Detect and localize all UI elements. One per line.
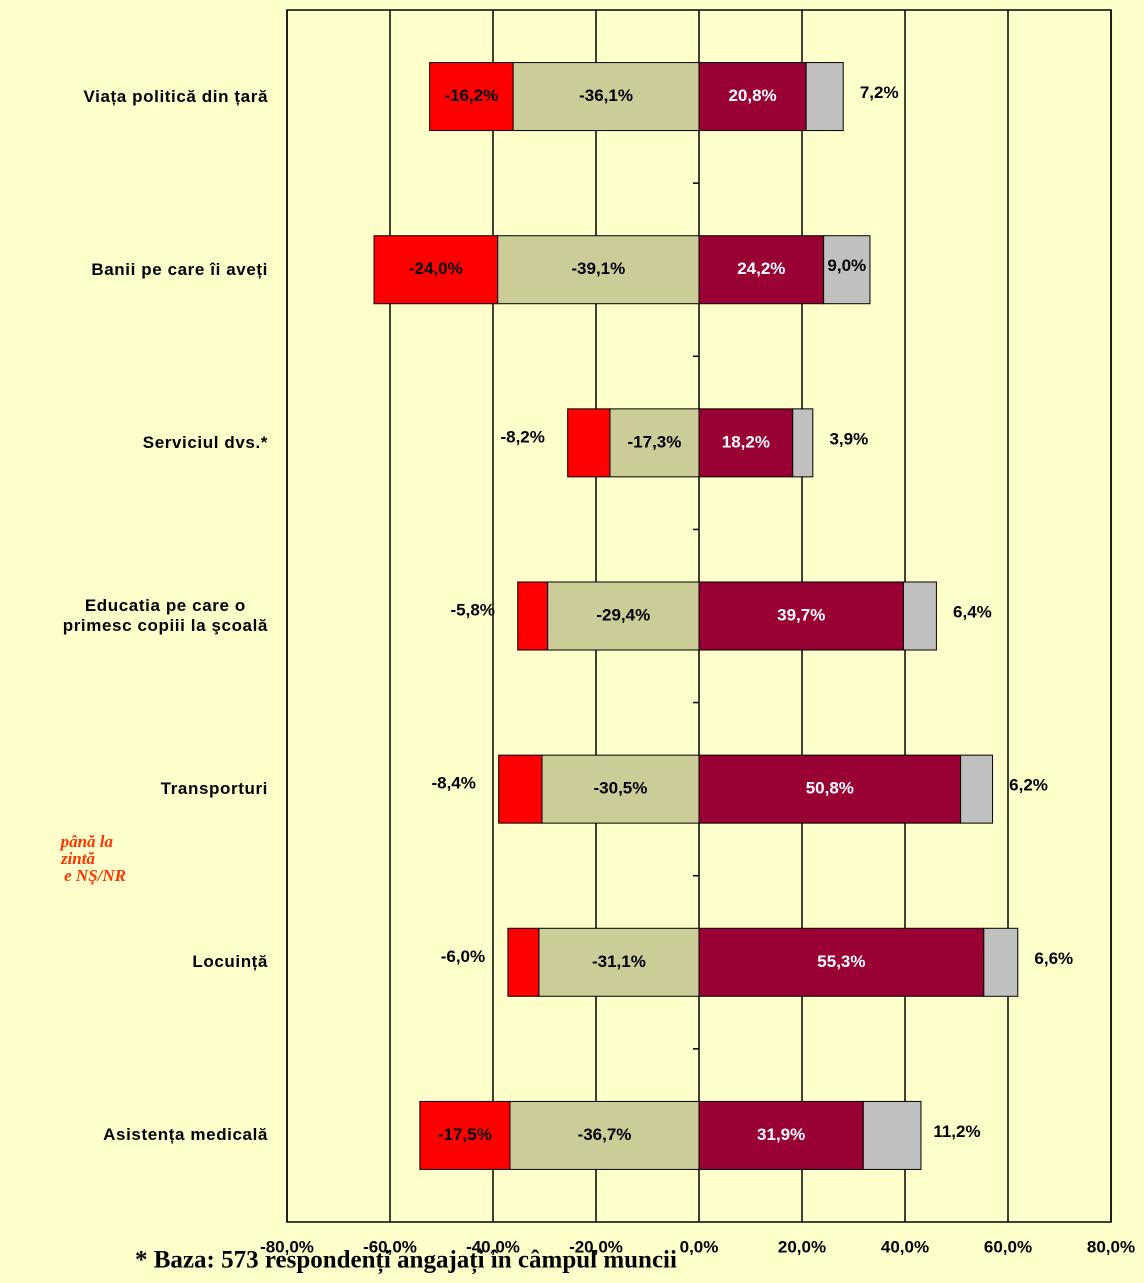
value-label: 31,9% (757, 1125, 805, 1144)
x-tick-label: -20,0% (569, 1237, 623, 1256)
value-label: 11,2% (933, 1122, 980, 1141)
bar-segment (541, 754, 700, 824)
bar-segment (507, 927, 540, 997)
bar-segment (547, 581, 700, 651)
x-tick-label: 20,0% (778, 1237, 826, 1256)
bar-segment (419, 1100, 511, 1170)
value-label: -16,2% (444, 86, 498, 105)
value-label: -5,8% (451, 600, 495, 619)
bar-segment (862, 1100, 922, 1170)
bar-segment (497, 235, 700, 305)
value-label: -17,3% (628, 432, 682, 451)
category-label: Educatia pe care o primesc copiii la şco… (62, 596, 268, 635)
value-label: -6,0% (441, 947, 485, 966)
bar-segment (960, 754, 994, 824)
value-label: -29,4% (596, 605, 650, 624)
category-label: Banii pe care îi aveți (91, 259, 268, 279)
category-label: Locuință (192, 952, 268, 972)
bar-segment (429, 62, 514, 132)
value-label: 6,6% (1034, 949, 1073, 968)
value-label: 3,9% (829, 429, 868, 448)
x-tick-label: -40,0% (466, 1237, 520, 1256)
value-label: -36,1% (579, 86, 633, 105)
value-label: 6,2% (1009, 776, 1048, 795)
value-label: 39,7% (777, 605, 825, 624)
bar-segment (792, 408, 814, 478)
category-label: Asistența medicală (103, 1125, 268, 1145)
bar-segment (373, 235, 499, 305)
bar-segment (698, 408, 794, 478)
x-tick-label: 40,0% (881, 1237, 929, 1256)
bar-segment (698, 754, 962, 824)
value-label: -39,1% (571, 259, 625, 278)
bar-segment (498, 754, 543, 824)
bar-segment (698, 1100, 864, 1170)
value-label: 18,2% (722, 432, 770, 451)
x-tick-label: -60,0% (363, 1237, 417, 1256)
value-label: -24,0% (409, 259, 463, 278)
bar-segment (567, 408, 611, 478)
bar-segment (823, 235, 871, 305)
value-label: -17,5% (438, 1125, 492, 1144)
x-tick-label: 60,0% (984, 1237, 1032, 1256)
bar-segment (698, 927, 985, 997)
bar-segment (509, 1100, 700, 1170)
value-label: 50,8% (806, 779, 854, 798)
bar-segment (805, 62, 844, 132)
bar-segment (698, 581, 904, 651)
value-label: -36,7% (578, 1125, 632, 1144)
x-tick-label: 80,0% (1087, 1237, 1135, 1256)
value-label: 24,2% (737, 259, 785, 278)
bar-segment (902, 581, 937, 651)
value-label: 6,4% (953, 602, 992, 621)
value-label: -8,4% (431, 774, 475, 793)
value-label: -30,5% (594, 779, 648, 798)
bar-segment (698, 235, 825, 305)
bar-segment (698, 62, 807, 132)
x-tick-label: -80,0% (260, 1237, 314, 1256)
bar-segment (983, 927, 1019, 997)
bar-segment (609, 408, 700, 478)
category-label: Transporturi (160, 779, 268, 799)
bar-segment (517, 581, 549, 651)
annotation: până la (59, 832, 114, 851)
bar-segment (538, 927, 700, 997)
footnote: * Baza: 573 respondenți angajați în câmp… (135, 1247, 677, 1275)
value-label: -8,2% (500, 427, 544, 446)
value-label: 7,2% (860, 83, 899, 102)
bar-segment (512, 62, 700, 132)
value-label: -31,1% (592, 952, 646, 971)
category-label: Viața politică din țară (83, 86, 268, 106)
value-label: 20,8% (728, 86, 776, 105)
annotation: e NŞ/NR (64, 866, 126, 885)
x-tick-label: 0,0% (680, 1237, 719, 1256)
category-label: Serviciul dvs.* (142, 432, 268, 452)
annotation: zintă (60, 849, 96, 868)
value-label: 9,0% (827, 256, 866, 275)
value-label: 55,3% (817, 952, 865, 971)
